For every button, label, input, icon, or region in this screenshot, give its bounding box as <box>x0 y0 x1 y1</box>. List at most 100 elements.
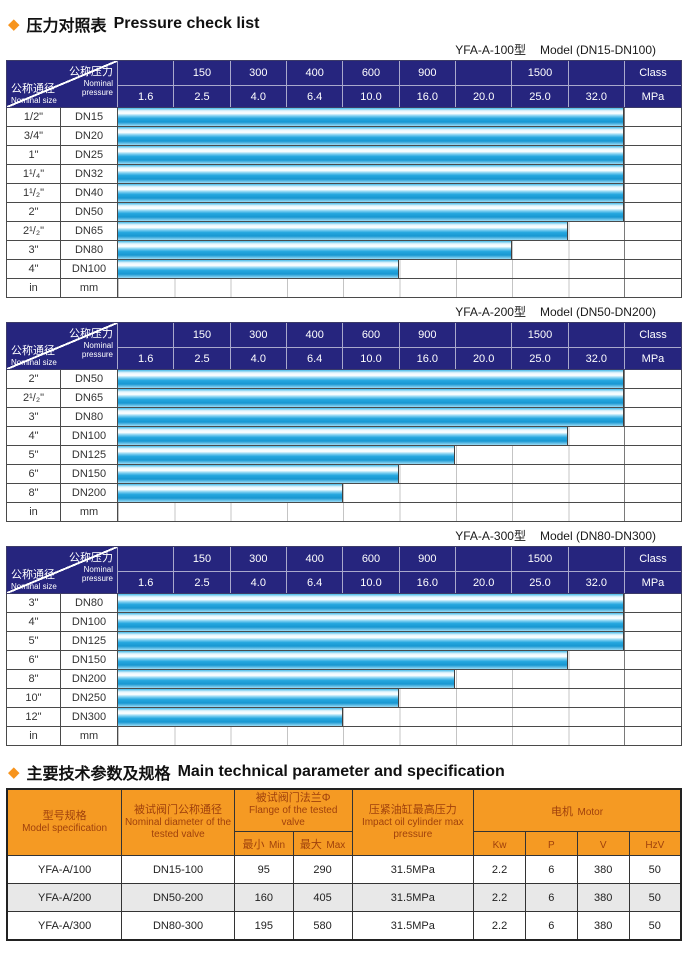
pressure-table-header: 公称压力 Nominal pressure 公称通径 Nominal size 150 30… <box>6 546 682 594</box>
row-inch-size: 1" <box>28 149 39 161</box>
row-dn-size: DN65 <box>60 389 117 407</box>
spec-cell: 31.5MPa <box>351 855 475 885</box>
header-class-cell <box>117 61 173 85</box>
row-dn-size: DN250 <box>60 689 117 707</box>
header-class-cell: 1500 <box>511 323 567 347</box>
corner-nominal-pressure: 公称压力 Nominal pressure <box>69 552 113 584</box>
pressure-range-bar <box>118 708 343 726</box>
pressure-table-body: 2" DN50 2¹/₂" DN65 3" DN80 4" DN100 5" DN125 6" DN1… <box>6 370 682 522</box>
spec-cell: YFA-A/200 <box>6 883 123 913</box>
pressure-bar-zone <box>117 465 624 483</box>
spec-cell: 95 <box>233 855 294 885</box>
row-inch-size: 2¹/₂" <box>22 225 44 237</box>
unit-inch-label: in <box>29 730 38 742</box>
table-model-range: Model (DN15-DN100) <box>539 43 656 57</box>
row-inch-size: 1¹/₂" <box>22 187 44 199</box>
header-mpa-cell: 4.0 <box>229 347 286 369</box>
table-model-label: YFA-A-100型 <box>455 43 526 57</box>
table-title: YFA-A-200型 Model (DN50-DN200) <box>6 303 682 320</box>
row-inch-size: 3" <box>28 597 39 609</box>
row-class-cell <box>624 427 681 445</box>
unit-inch-label: in <box>29 282 38 294</box>
header-mpa-cell: 16.0 <box>398 571 455 593</box>
unit-mm-label: mm <box>60 503 117 521</box>
spec-cell: YFA-A/300 <box>6 911 123 941</box>
pressure-range-bar <box>118 370 624 388</box>
row-class-cell <box>624 503 681 521</box>
header-mpa-cell: 32.0 <box>567 347 624 369</box>
row-dn-size: DN150 <box>60 465 117 483</box>
pressure-range-bar <box>118 670 456 688</box>
row-class-cell <box>624 241 681 259</box>
unit-row: in mm <box>7 278 681 297</box>
header-class-cell <box>567 547 624 571</box>
row-class-cell <box>624 632 681 650</box>
pressure-range-bar <box>118 613 624 631</box>
spec-cell: 2.2 <box>473 855 526 885</box>
pressure-bar-zone <box>117 370 624 388</box>
pressure-row: 10" DN250 <box>7 688 681 707</box>
header-mpa-cell: 4.0 <box>229 571 286 593</box>
spec-cell: 6 <box>524 883 578 913</box>
pressure-table-header: 公称压力 Nominal pressure 公称通径 Nominal size 150 30… <box>6 322 682 370</box>
header-mpa-cell: 20.0 <box>454 85 512 107</box>
pressure-range-bar <box>118 632 624 650</box>
header-mpa-cell: 25.0 <box>511 85 568 107</box>
pressure-row: 3/4" DN20 <box>7 126 681 145</box>
pressure-row: 8" DN200 <box>7 483 681 502</box>
pressure-section-heading: ◆ 压力对照表 Pressure check list <box>8 12 682 36</box>
pressure-table: 公称压力 Nominal pressure 公称通径 Nominal size 150 30… <box>6 322 682 522</box>
spec-table: 型号规格 Model specification 被试阀门公称通径 Nomina… <box>6 788 682 942</box>
unit-row: in mm <box>7 502 681 521</box>
row-dn-size: DN40 <box>60 184 117 202</box>
corner-nominal-size: 公称通径 Nominal size <box>11 568 57 591</box>
pressure-row: 2" DN50 <box>7 370 681 388</box>
pressure-row: 6" DN150 <box>7 650 681 669</box>
row-inch-size: 5" <box>28 449 39 461</box>
header-class-cell <box>117 547 173 571</box>
spec-header-hz: HzV <box>628 831 682 857</box>
corner-nominal-size: 公称通径 Nominal size <box>11 344 57 367</box>
spec-cell: DN80-300 <box>121 911 235 941</box>
pressure-bar-zone <box>117 108 624 126</box>
row-class-cell <box>624 127 681 145</box>
spec-header-flange: 被试阀门法兰Φ Flange of the tested valve <box>233 788 353 833</box>
pressure-range-bar <box>118 108 624 126</box>
spec-section-heading: ◆ 主要技术参数及规格 Main technical parameter and… <box>8 760 682 784</box>
pressure-bar-zone <box>117 184 624 202</box>
spec-cell: YFA-A/100 <box>6 855 123 885</box>
spec-heading-zh: 主要技术参数及规格 <box>26 766 171 783</box>
header-class-cell <box>567 323 624 347</box>
pressure-bar-zone <box>117 427 624 445</box>
header-class-cell <box>117 323 173 347</box>
row-dn-size: DN65 <box>60 222 117 240</box>
row-inch-size: 6" <box>28 468 39 480</box>
pressure-range-bar <box>118 389 624 407</box>
pressure-range-bar <box>118 594 624 612</box>
row-dn-size: DN300 <box>60 708 117 726</box>
row-class-cell <box>624 370 681 388</box>
header-class-cell: Class <box>623 323 681 347</box>
pressure-heading-en: Pressure check list <box>113 15 260 32</box>
pressure-range-bar <box>118 651 568 669</box>
pressure-row: 2" DN50 <box>7 202 681 221</box>
header-class-cell: 600 <box>342 547 398 571</box>
pressure-bar-zone <box>117 632 624 650</box>
pressure-row: 6" DN150 <box>7 464 681 483</box>
row-class-cell <box>624 708 681 726</box>
spec-cell: 50 <box>628 911 682 941</box>
unit-row: in mm <box>7 726 681 745</box>
row-inch-size: 1¹/₄" <box>22 168 45 180</box>
row-dn-size: DN50 <box>60 203 117 221</box>
spec-row: YFA-A/300 DN80-300 195 580 31.5MPa 2.2 6 380 50 <box>6 911 682 941</box>
header-mpa-cell: 2.5 <box>173 571 230 593</box>
spec-cell: 380 <box>576 883 630 913</box>
row-inch-size: 4" <box>28 263 39 275</box>
spec-header-motor: 电机 Motor <box>473 788 682 833</box>
pressure-range-bar <box>118 408 624 426</box>
corner-cell: 公称压力 Nominal pressure 公称通径 Nominal size <box>7 61 117 107</box>
table-model-range: Model (DN80-DN300) <box>539 529 656 543</box>
header-class-cell: 400 <box>285 547 342 571</box>
table-model-label: YFA-A-300型 <box>455 529 526 543</box>
row-dn-size: DN80 <box>60 241 117 259</box>
